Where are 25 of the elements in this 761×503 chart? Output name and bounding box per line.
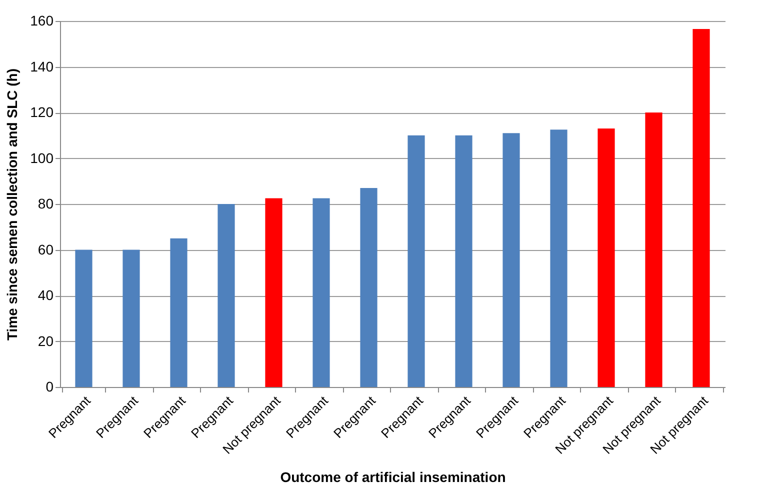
- y-tick-label: 140: [30, 58, 54, 74]
- bar: [218, 204, 235, 387]
- bar: [408, 135, 425, 387]
- y-tick-label: 100: [30, 150, 54, 166]
- bar: [75, 250, 92, 387]
- bar: [265, 198, 282, 387]
- bar: [502, 133, 520, 387]
- bar: [170, 238, 188, 387]
- y-tick-label: 60: [38, 241, 54, 258]
- y-tick-label: 0: [46, 378, 54, 394]
- y-tick-label: 120: [30, 104, 54, 120]
- x-axis-title: Outcome of artificial insemination: [280, 468, 506, 485]
- y-tick-label: 80: [38, 196, 54, 212]
- bar: [455, 135, 472, 387]
- y-axis-title: Time since semen collection and SLC (h): [4, 68, 20, 341]
- y-tick-label: 40: [38, 287, 54, 303]
- bar: [598, 128, 615, 387]
- bar: [692, 29, 710, 387]
- bar: [645, 112, 662, 387]
- y-tick-label: 20: [38, 332, 54, 349]
- bar: [360, 188, 378, 387]
- bar: [550, 130, 568, 387]
- bar: [312, 198, 330, 387]
- y-tick-label: 160: [30, 12, 54, 28]
- bar: [122, 250, 140, 387]
